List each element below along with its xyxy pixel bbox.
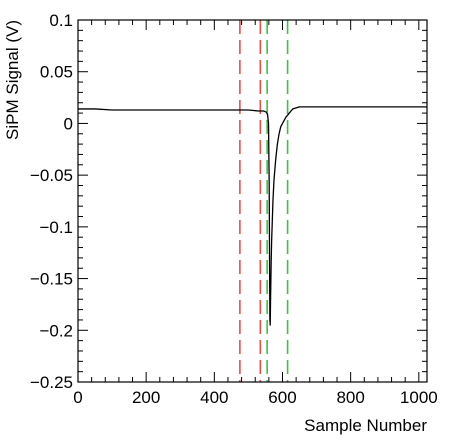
y-tick-label: 0: [64, 114, 73, 133]
x-tick-label: 1000: [400, 388, 438, 407]
x-tick-label: 400: [200, 388, 228, 407]
y-tick-label: −0.25: [30, 373, 73, 392]
x-tick-label: 200: [132, 388, 160, 407]
x-axis-title: Sample Number: [304, 416, 427, 435]
y-tick-label: −0.2: [39, 321, 73, 340]
series-line-1: [78, 106, 427, 326]
vertical-marker-lines: [239, 20, 289, 382]
y-tick-label: −0.1: [39, 218, 73, 237]
y-tick-label: −0.15: [30, 270, 73, 289]
x-axis-ticks: 0 200 400 600 800 1000: [73, 20, 438, 407]
y-tick-label: 0.1: [49, 11, 73, 30]
x-tick-label: 800: [336, 388, 364, 407]
y-axis-title: SiPM Signal (V): [3, 20, 22, 140]
y-axis-ticks: −0.25 −0.2 −0.15 −0.1 −0.05 0 0.05 0.1: [30, 11, 427, 392]
data-series-group: [78, 106, 427, 326]
plot-frame: [77, 19, 428, 383]
x-tick-label: 600: [268, 388, 296, 407]
y-tick-label: 0.05: [40, 63, 73, 82]
x-tick-label: 0: [73, 388, 82, 407]
y-tick-label: −0.05: [30, 166, 73, 185]
